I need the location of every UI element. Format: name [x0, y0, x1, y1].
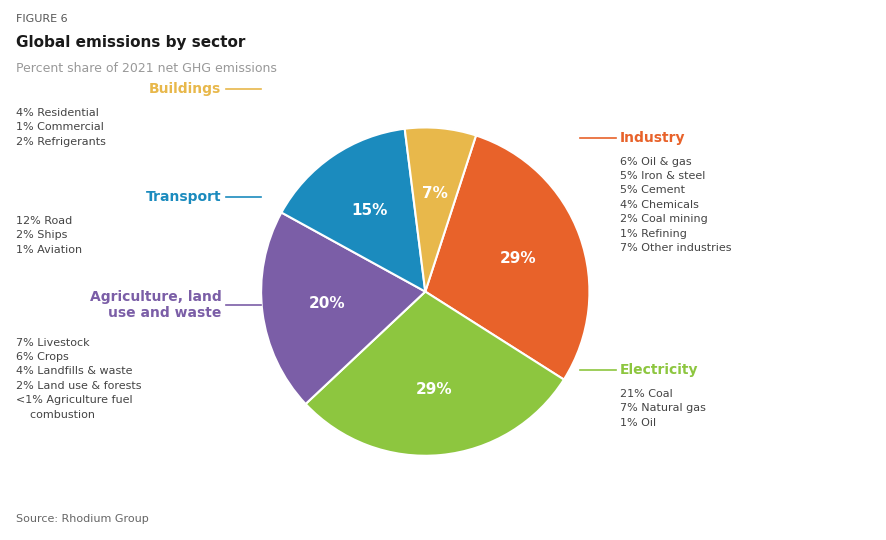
Wedge shape: [282, 129, 425, 292]
Text: 15%: 15%: [352, 202, 388, 218]
Text: 6% Oil & gas
5% Iron & steel
5% Cement
4% Chemicals
2% Coal mining
1% Refining
7: 6% Oil & gas 5% Iron & steel 5% Cement 4…: [620, 157, 732, 253]
Wedge shape: [261, 213, 425, 404]
Text: Electricity: Electricity: [620, 363, 699, 377]
Text: 29%: 29%: [416, 382, 453, 397]
Text: 12% Road
2% Ships
1% Aviation: 12% Road 2% Ships 1% Aviation: [16, 216, 82, 255]
Text: 20%: 20%: [309, 296, 346, 312]
Wedge shape: [425, 136, 589, 380]
Text: 7% Livestock
6% Crops
4% Landfills & waste
2% Land use & forests
<1% Agriculture: 7% Livestock 6% Crops 4% Landfills & was…: [16, 338, 142, 420]
Text: Percent share of 2021 net GHG emissions: Percent share of 2021 net GHG emissions: [16, 62, 276, 75]
Wedge shape: [405, 127, 476, 292]
Text: Transport: Transport: [146, 190, 222, 204]
Text: FIGURE 6: FIGURE 6: [16, 14, 67, 24]
Text: 21% Coal
7% Natural gas
1% Oil: 21% Coal 7% Natural gas 1% Oil: [620, 389, 706, 428]
Text: 29%: 29%: [500, 251, 536, 266]
Text: 7%: 7%: [422, 186, 447, 201]
Text: Source: Rhodium Group: Source: Rhodium Group: [16, 514, 149, 524]
Text: Global emissions by sector: Global emissions by sector: [16, 35, 245, 50]
Text: Buildings: Buildings: [149, 82, 222, 96]
Text: 4% Residential
1% Commercial
2% Refrigerants: 4% Residential 1% Commercial 2% Refriger…: [16, 108, 105, 147]
Wedge shape: [306, 292, 563, 456]
Text: Industry: Industry: [620, 131, 686, 145]
Text: Agriculture, land
use and waste: Agriculture, land use and waste: [89, 290, 222, 320]
